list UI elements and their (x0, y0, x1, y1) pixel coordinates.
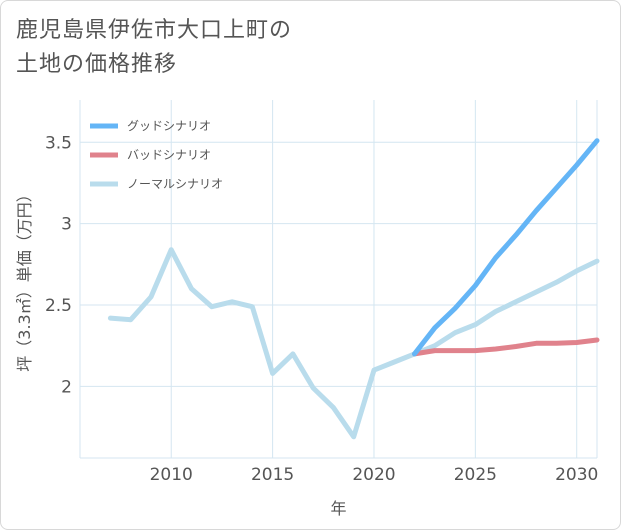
chart-title-line2: 土地の価格推移 (16, 52, 178, 77)
y-tick-label: 2.5 (45, 296, 72, 316)
x-tick-label: 2025 (454, 465, 497, 485)
y-tick-label: 3 (61, 215, 72, 235)
chart-title-line1: 鹿児島県伊佐市大口上町の (16, 18, 293, 43)
grid-lines (79, 100, 598, 459)
y-axis-ticks: 2 2.5 3 3.5 (45, 133, 72, 397)
y-tick-label: 3.5 (45, 133, 72, 153)
chart-title: 鹿児島県伊佐市大口上町の 土地の価格推移 (16, 14, 436, 82)
series-line-good (412, 138, 600, 357)
x-axis-ticks: 2010 2015 2020 2025 2030 (150, 465, 599, 485)
series-line-bad (412, 337, 600, 357)
x-axis-title: 年 (330, 499, 346, 518)
legend-label-bad: バッドシナリオ (127, 148, 211, 162)
legend-label-normal: ノーマルシナリオ (127, 177, 223, 191)
series-line-normal (107, 247, 600, 440)
y-tick-label: 2 (61, 377, 72, 397)
series-lines (107, 138, 600, 440)
x-tick-label: 2020 (352, 465, 395, 485)
x-tick-label: 2030 (555, 465, 598, 485)
legend-label-good: グッドシナリオ (127, 119, 211, 133)
x-tick-label: 2015 (251, 465, 294, 485)
y-axis-title: 坪（3.3㎡）単価（万円） (15, 186, 34, 371)
x-tick-label: 2010 (150, 465, 193, 485)
